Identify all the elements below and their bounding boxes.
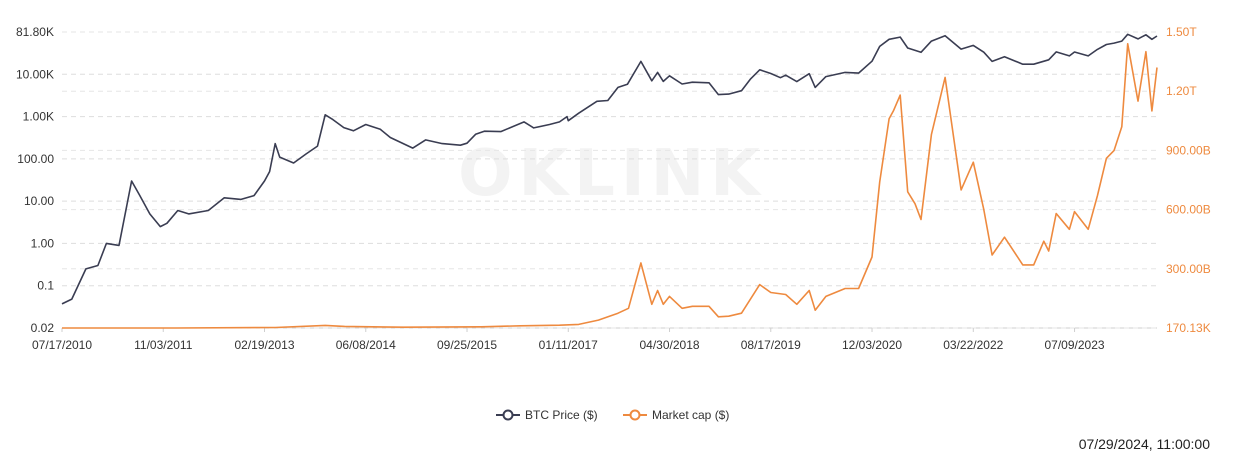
left-tick-label: 81.80K <box>16 25 54 39</box>
left-tick-label: 0.02 <box>31 321 55 335</box>
x-tick-label: 01/11/2017 <box>539 338 598 352</box>
legend-item-btc-price[interactable]: BTC Price ($) <box>496 408 598 422</box>
x-tick-label: 11/03/2011 <box>134 338 193 352</box>
left-tick-label: 10.00K <box>16 67 54 81</box>
right-tick-label: 170.13K <box>1166 321 1211 335</box>
series-lines <box>61 33 1158 329</box>
x-tick-label: 07/09/2023 <box>1045 338 1105 352</box>
left-tick-label: 100.00 <box>17 152 54 166</box>
x-tick-label: 04/30/2018 <box>639 338 699 352</box>
left-tick-label: 10.00 <box>24 194 54 208</box>
grid-lines <box>62 31 1157 329</box>
legend-label-market-cap: Market cap ($) <box>652 408 729 422</box>
right-tick-label: 1.20T <box>1166 84 1197 98</box>
x-tick-label: 06/08/2014 <box>336 338 396 352</box>
legend-marker-market-cap <box>629 409 641 421</box>
x-tick-label: 07/17/2010 <box>32 338 92 352</box>
x-tick-label: 09/25/2015 <box>437 338 497 352</box>
left-tick-label: 1.00 <box>31 236 55 250</box>
right-tick-label: 900.00B <box>1166 143 1211 157</box>
legend-marker-btc-price <box>502 409 514 421</box>
right-tick-label: 1.50T <box>1166 25 1197 39</box>
x-tick-label: 03/22/2022 <box>943 338 1003 352</box>
right-tick-label: 600.00B <box>1166 203 1211 217</box>
left-tick-label: 0.1 <box>37 279 54 293</box>
x-tick-label: 08/17/2019 <box>741 338 801 352</box>
data-timestamp: 07/29/2024, 11:00:00 <box>1078 436 1210 452</box>
x-tick-label: 02/19/2013 <box>234 338 294 352</box>
btc-price-line <box>61 33 1158 305</box>
right-tick-label: 300.00B <box>1166 262 1211 276</box>
x-tick-label: 12/03/2020 <box>842 338 902 352</box>
right-axis-ticks: 170.13K 300.00B 600.00B 900.00B 1.20T 1.50T <box>1166 25 1211 335</box>
legend-label-btc-price: BTC Price ($) <box>525 408 598 422</box>
legend-item-market-cap[interactable]: Market cap ($) <box>623 408 729 422</box>
left-axis-ticks: 0.02 0.1 1.00 10.00 100.00 1.00K 10.00K 81.80K <box>16 25 54 335</box>
market-cap-line <box>62 42 1158 329</box>
watermark-text: OKLINK <box>458 137 766 211</box>
left-tick-label: 1.00K <box>23 110 54 124</box>
x-axis-ticks: 07/17/2010 11/03/2011 02/19/2013 06/08/2014… <box>32 328 1105 352</box>
legend: BTC Price ($) Market cap ($) <box>496 408 729 422</box>
